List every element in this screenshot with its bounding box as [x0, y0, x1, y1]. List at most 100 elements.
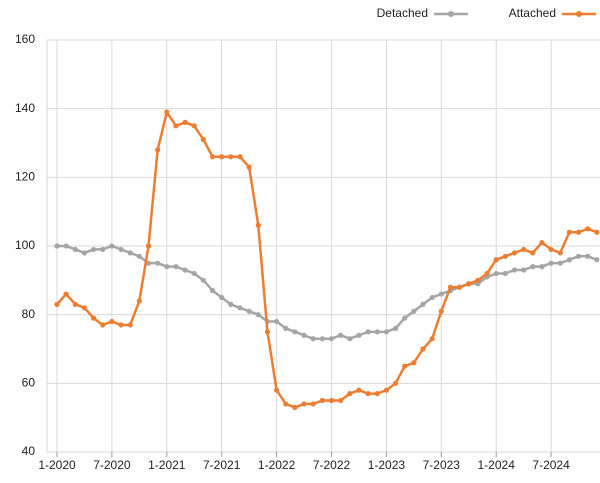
data-point: [246, 308, 252, 314]
data-point: [557, 250, 563, 256]
y-tick-label: 80: [22, 307, 36, 321]
data-point: [301, 401, 307, 407]
y-tick-label: 140: [15, 101, 35, 115]
data-point: [283, 401, 289, 407]
data-point: [209, 154, 216, 160]
data-point: [539, 264, 545, 270]
data-point: [274, 387, 280, 393]
x-tick-label: 7-2020: [93, 458, 131, 472]
data-point: [274, 318, 280, 325]
data-point: [54, 301, 60, 307]
data-point: [585, 253, 591, 259]
data-point: [155, 147, 161, 153]
data-point: [374, 329, 380, 335]
data-point: [328, 397, 335, 404]
data-point: [347, 391, 353, 397]
x-tick-label: 1-2023: [368, 458, 406, 472]
data-point: [511, 250, 518, 256]
data-point: [237, 305, 243, 311]
data-point: [228, 301, 234, 307]
data-point: [109, 318, 115, 325]
data-point: [173, 123, 179, 129]
data-point: [310, 336, 316, 342]
data-point: [54, 243, 60, 249]
data-point: [484, 270, 490, 277]
data-point: [91, 315, 97, 321]
data-point: [392, 380, 399, 386]
data-point: [292, 404, 298, 410]
data-point: [457, 284, 463, 290]
series-line: [57, 244, 598, 341]
x-tick-label: 1-2021: [148, 458, 186, 472]
data-point: [466, 281, 472, 287]
data-point: [447, 284, 454, 290]
data-point: [200, 136, 206, 143]
data-point: [530, 264, 536, 270]
data-point: [575, 229, 582, 235]
data-point: [566, 257, 573, 263]
data-point: [118, 322, 124, 328]
data-point: [155, 260, 161, 266]
data-point: [264, 329, 271, 335]
y-tick-label: 40: [22, 444, 36, 458]
data-point: [145, 260, 152, 266]
data-point: [374, 391, 380, 397]
data-point: [530, 250, 536, 256]
data-point: [91, 246, 97, 253]
x-tick-label: 7-2021: [203, 458, 241, 472]
legend-label: Attached: [509, 6, 556, 20]
data-point: [594, 257, 600, 263]
data-point: [539, 239, 545, 246]
data-point: [585, 226, 591, 232]
data-point: [292, 329, 298, 335]
data-point: [173, 264, 179, 270]
data-point: [191, 123, 197, 129]
data-point: [209, 288, 216, 294]
data-point: [594, 229, 600, 235]
data-point: [145, 243, 152, 249]
series-line: [56, 109, 598, 409]
data-point: [200, 277, 206, 283]
data-point: [164, 264, 170, 270]
data-point: [81, 250, 88, 256]
data-point: [127, 250, 133, 256]
data-point: [475, 277, 481, 283]
data-point: [365, 329, 371, 335]
data-point: [402, 363, 408, 369]
data-point: [219, 154, 225, 160]
data-point: [338, 332, 344, 338]
y-tick-label: 60: [22, 376, 36, 390]
data-point: [365, 391, 371, 397]
data-point: [438, 291, 444, 297]
data-point: [72, 301, 78, 307]
data-point: [237, 154, 243, 160]
x-tick-label: 1-2024: [478, 458, 516, 472]
data-point: [109, 243, 115, 249]
data-point: [63, 291, 69, 297]
legend-swatch: [448, 11, 454, 17]
data-point: [402, 315, 408, 321]
data-point: [310, 401, 316, 407]
data-point: [301, 332, 307, 338]
data-point: [420, 301, 426, 307]
data-point: [493, 257, 499, 263]
data-point: [493, 270, 499, 277]
data-point: [411, 360, 417, 366]
data-point: [127, 322, 133, 328]
data-point: [502, 253, 508, 259]
y-tick-label: 100: [15, 238, 35, 252]
data-point: [575, 253, 582, 259]
data-point: [356, 387, 362, 393]
data-point: [347, 336, 353, 342]
data-point: [164, 109, 170, 115]
data-point: [100, 246, 106, 253]
data-point: [81, 305, 88, 311]
data-point: [283, 325, 289, 331]
data-point: [255, 222, 261, 228]
data-point: [429, 336, 435, 342]
data-point: [557, 260, 563, 266]
data-point: [356, 332, 362, 338]
data-point: [438, 308, 444, 314]
legend-label: Detached: [377, 6, 428, 20]
data-point: [511, 267, 518, 273]
